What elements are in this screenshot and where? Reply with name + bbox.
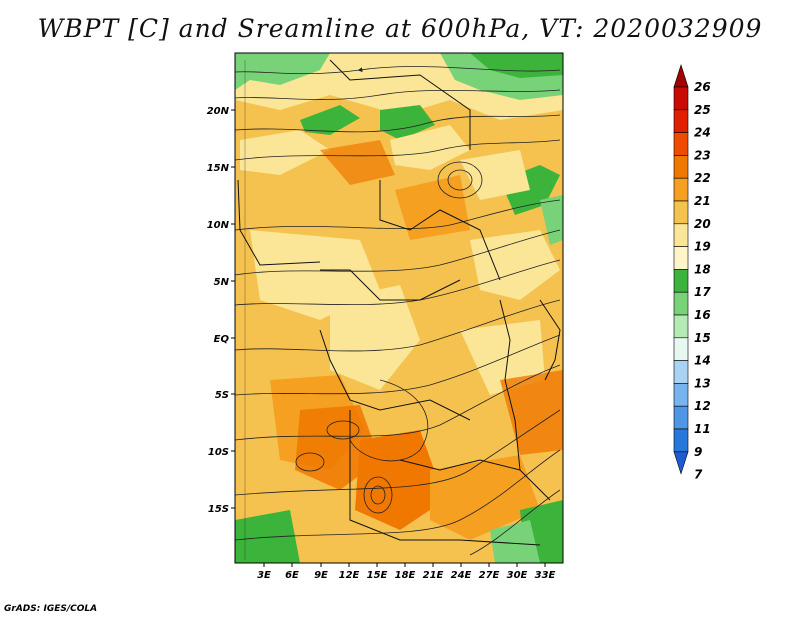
colorbar-label: 21	[694, 194, 711, 208]
colorbar-label: 13	[694, 376, 711, 390]
colorbar-label: 11	[694, 422, 711, 436]
lon-tick: 12E	[339, 570, 360, 581]
colorbar-label: 15	[694, 331, 711, 345]
colorbar-label: 12	[694, 399, 711, 413]
colorbar-swatch	[673, 269, 689, 293]
colorbar-swatch	[673, 155, 689, 179]
colorbar-swatch	[673, 405, 689, 430]
colorbar-swatch	[673, 360, 689, 384]
colorbar-label: 9	[694, 445, 702, 459]
colorbar-swatch	[673, 246, 689, 270]
lat-tick: 5N	[214, 277, 230, 288]
lon-tick: 30E	[507, 570, 528, 581]
colorbar-swatch	[673, 109, 689, 133]
colorbar-swatch	[673, 132, 689, 156]
colorbar-label: 20	[694, 217, 711, 231]
lon-tick: 18E	[395, 570, 416, 581]
lon-tick: 33E	[535, 570, 556, 581]
colorbar-swatch	[673, 200, 689, 225]
colorbar-swatch	[673, 177, 689, 202]
lon-tick: 15E	[367, 570, 388, 581]
lat-tick: 15N	[207, 163, 230, 174]
colorbar-label: 18	[694, 262, 711, 276]
lat-tick: 10N	[207, 220, 230, 231]
lat-tick: 5S	[215, 390, 229, 401]
colorbar-swatch	[673, 86, 689, 111]
chart-title: WBPT [C] and Sreamline at 600hPa, VT: 20…	[37, 14, 763, 43]
colorbar-label: 24	[694, 126, 711, 140]
colorbar-swatch	[673, 383, 689, 407]
colorbar-label: 19	[694, 240, 711, 254]
colorbar-label: 26	[694, 80, 711, 94]
lon-tick: 9E	[314, 570, 328, 581]
country-borders	[237, 59, 561, 546]
lat-tick: EQ	[214, 334, 230, 345]
lon-tick: 27E	[479, 570, 500, 581]
colorbar-label: 22	[694, 171, 711, 185]
colorbar-swatch	[673, 223, 689, 247]
colorbar-swatch	[673, 428, 689, 453]
colorbar-label: 14	[694, 354, 711, 368]
lat-tick: 20N	[207, 106, 230, 117]
colorbar: 26 25 24 23 22 21 20 19 18 17 16 15 14 13 12 11 9 7	[673, 64, 711, 482]
colorbar-cap-bottom	[673, 451, 689, 475]
lat-tick: 15S	[208, 504, 229, 515]
lat-axis: 20N 15N 10N 5N EQ 5S 10S 15S	[207, 106, 235, 515]
lon-tick: 3E	[257, 570, 271, 581]
colorbar-cap-top	[673, 64, 689, 88]
lon-axis: 3E 6E 9E 12E 15E 18E 21E 24E 27E 30E 33E	[257, 563, 556, 581]
lon-tick: 21E	[423, 570, 444, 581]
lon-tick: 6E	[285, 570, 299, 581]
colorbar-label: 17	[694, 285, 711, 299]
grads-credit: GrADS: IGES/COLA	[4, 604, 98, 614]
colorbar-label: 16	[694, 308, 711, 322]
colorbar-label: 23	[694, 148, 711, 162]
lat-tick: 10S	[208, 447, 229, 458]
map-frame	[234, 52, 564, 564]
colorbar-swatch	[673, 291, 689, 316]
wbpt-field	[235, 53, 563, 563]
colorbar-swatch	[673, 314, 689, 339]
colorbar-label: 25	[694, 103, 711, 117]
colorbar-swatch	[673, 337, 689, 361]
colorbar-label: 7	[694, 468, 703, 482]
lon-tick: 24E	[451, 570, 472, 581]
